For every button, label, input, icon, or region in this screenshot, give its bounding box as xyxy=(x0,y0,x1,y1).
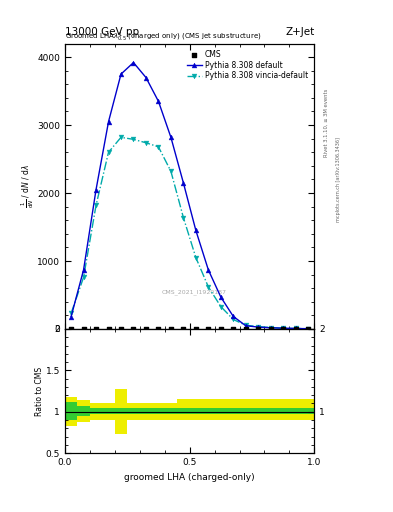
Pythia 8.308 vincia-default xyxy=(69,310,73,316)
Pythia 8.308 vincia-default xyxy=(106,149,111,155)
Pythia 8.308 vincia-default xyxy=(256,324,261,330)
Text: Rivet 3.1.10, ≥ 3M events: Rivet 3.1.10, ≥ 3M events xyxy=(324,89,329,157)
CMS xyxy=(180,325,187,333)
Text: mcplots.cern.ch [arXiv:1306.3436]: mcplots.cern.ch [arXiv:1306.3436] xyxy=(336,137,341,222)
Pythia 8.308 default xyxy=(281,325,286,331)
Pythia 8.308 default xyxy=(206,267,211,273)
Pythia 8.308 default xyxy=(119,71,123,77)
CMS xyxy=(305,325,311,333)
CMS xyxy=(155,325,162,333)
Pythia 8.308 vincia-default xyxy=(131,136,136,142)
Pythia 8.308 default xyxy=(219,294,223,300)
Text: CMS_2021_I1920187: CMS_2021_I1920187 xyxy=(162,289,227,295)
Pythia 8.308 default xyxy=(256,324,261,330)
CMS xyxy=(242,325,249,333)
Pythia 8.308 default xyxy=(181,180,186,186)
CMS xyxy=(143,325,149,333)
Pythia 8.308 vincia-default xyxy=(231,316,236,323)
Pythia 8.308 default xyxy=(243,323,248,329)
Pythia 8.308 vincia-default xyxy=(306,326,310,332)
Pythia 8.308 default xyxy=(169,134,173,140)
CMS xyxy=(255,325,261,333)
X-axis label: groomed LHA (charged-only): groomed LHA (charged-only) xyxy=(124,473,255,482)
Pythia 8.308 default xyxy=(231,313,236,319)
Pythia 8.308 vincia-default xyxy=(143,140,148,146)
Pythia 8.308 default xyxy=(156,98,161,104)
CMS xyxy=(218,325,224,333)
CMS xyxy=(93,325,99,333)
Pythia 8.308 vincia-default xyxy=(206,284,211,290)
Pythia 8.308 vincia-default xyxy=(119,134,123,140)
Text: Z+Jet: Z+Jet xyxy=(285,27,314,37)
Legend: CMS, Pythia 8.308 default, Pythia 8.308 vincia-default: CMS, Pythia 8.308 default, Pythia 8.308 … xyxy=(184,47,310,83)
Pythia 8.308 default xyxy=(131,59,136,66)
CMS xyxy=(193,325,199,333)
Pythia 8.308 vincia-default xyxy=(81,274,86,281)
Pythia 8.308 default xyxy=(193,227,198,233)
CMS xyxy=(68,325,74,333)
Line: Pythia 8.308 vincia-default: Pythia 8.308 vincia-default xyxy=(69,135,310,331)
CMS xyxy=(168,325,174,333)
CMS xyxy=(130,325,137,333)
Pythia 8.308 vincia-default xyxy=(268,325,273,331)
Pythia 8.308 default xyxy=(268,325,273,331)
Line: Pythia 8.308 default: Pythia 8.308 default xyxy=(69,60,310,331)
Pythia 8.308 vincia-default xyxy=(156,144,161,150)
CMS xyxy=(118,325,124,333)
Pythia 8.308 vincia-default xyxy=(243,322,248,328)
Pythia 8.308 default xyxy=(106,119,111,125)
Pythia 8.308 default xyxy=(94,186,98,193)
CMS xyxy=(280,325,286,333)
Pythia 8.308 default xyxy=(143,74,148,80)
CMS xyxy=(268,325,274,333)
Pythia 8.308 vincia-default xyxy=(219,304,223,310)
Pythia 8.308 vincia-default xyxy=(293,326,298,332)
Pythia 8.308 default xyxy=(81,267,86,273)
Pythia 8.308 default xyxy=(293,326,298,332)
Y-axis label: Ratio to CMS: Ratio to CMS xyxy=(35,367,44,416)
Pythia 8.308 default xyxy=(306,326,310,332)
Text: Groomed LHA$\lambda^{1}_{0.5}$ (charged only) (CMS jet substructure): Groomed LHA$\lambda^{1}_{0.5}$ (charged … xyxy=(65,30,261,44)
Pythia 8.308 vincia-default xyxy=(181,215,186,221)
CMS xyxy=(81,325,87,333)
Pythia 8.308 vincia-default xyxy=(193,254,198,261)
CMS xyxy=(230,325,237,333)
CMS xyxy=(105,325,112,333)
CMS xyxy=(292,325,299,333)
Text: 13000 GeV pp: 13000 GeV pp xyxy=(65,27,139,37)
Pythia 8.308 vincia-default xyxy=(281,325,286,331)
Y-axis label: $\frac{1}{\mathrm{d}N}$ / $\mathrm{d}N$ / $\mathrm{d}\lambda$: $\frac{1}{\mathrm{d}N}$ / $\mathrm{d}N$ … xyxy=(19,164,36,208)
Pythia 8.308 default xyxy=(69,314,73,320)
Pythia 8.308 vincia-default xyxy=(94,202,98,208)
CMS xyxy=(205,325,211,333)
Pythia 8.308 vincia-default xyxy=(169,168,173,175)
